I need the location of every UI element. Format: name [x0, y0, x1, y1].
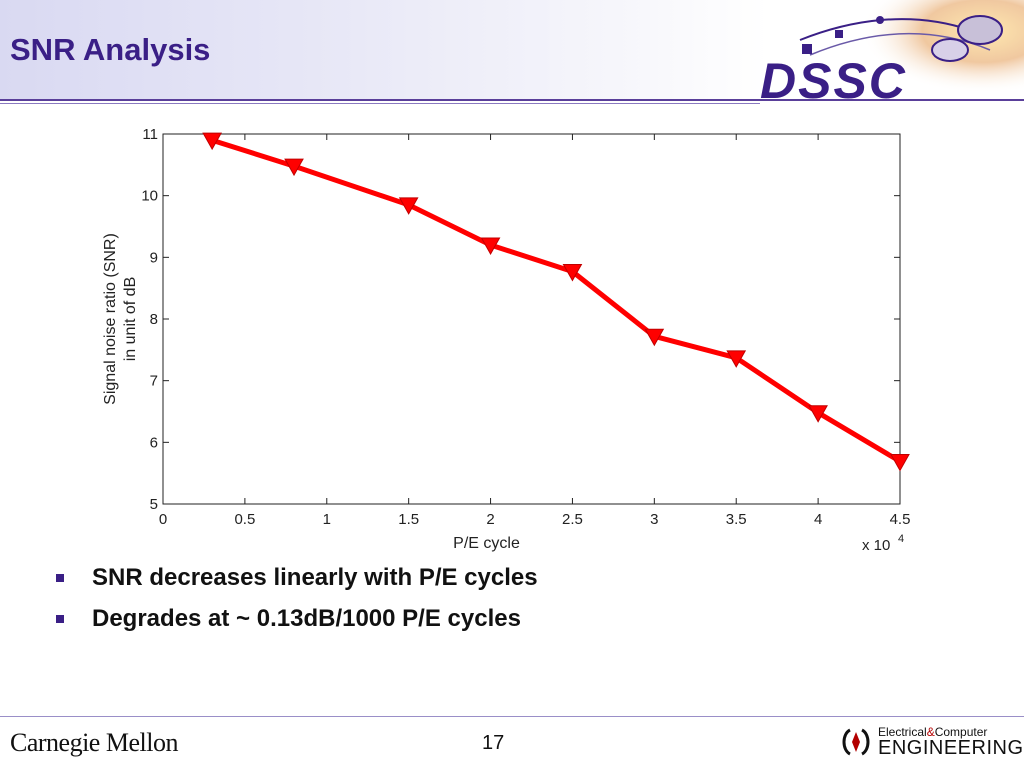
bullet-list: SNR decreases linearly with P/E cycles D… [56, 564, 856, 646]
bullet-text: SNR decreases linearly with P/E cycles [92, 564, 538, 591]
y-tick-label: 11 [142, 126, 158, 143]
x-tick-label: 0.5 [234, 511, 255, 528]
bullet-square-icon [56, 574, 64, 582]
data-point [202, 132, 222, 151]
y-tick-label: 7 [150, 373, 158, 390]
bullet-item: SNR decreases linearly with P/E cycles [56, 564, 856, 605]
carnegie-mellon-logo: Carnegie Mellon [10, 728, 178, 757]
data-point [808, 405, 828, 423]
data-point [890, 453, 910, 472]
data-point [562, 264, 583, 282]
plot-area [162, 133, 901, 505]
x-tick-label: 4.5 [890, 511, 911, 528]
ece-amp: & [926, 725, 935, 739]
ece-logo-bottom: ENGINEERING [878, 737, 1024, 759]
data-point [398, 197, 419, 215]
header-divider [0, 99, 1024, 101]
data-point [644, 328, 665, 347]
x-tick-label: 3 [650, 511, 658, 528]
bullet-square-icon [56, 615, 64, 623]
header-divider-thin [0, 103, 760, 104]
x-tick-label: 0 [159, 511, 167, 528]
page-number: 17 [482, 732, 505, 754]
x-axis-multiplier-exponent: 4 [898, 533, 904, 545]
y-tick-label: 9 [150, 249, 158, 266]
dssc-logo: DSSC [760, 0, 1024, 104]
y-tick-label: 10 [141, 188, 158, 205]
y-tick-label: 6 [150, 434, 158, 451]
snr-chart: 0 0.5 1 1.5 2 2.5 3 3.5 4 4.5 5 6 7 8 9 10 11 P/E cycle x … [102, 126, 911, 554]
ece-electrical: Electrical [878, 725, 927, 739]
x-axis-multiplier: x 10 [862, 537, 890, 554]
x-axis-label: P/E cycle [453, 535, 520, 552]
y-axis-label-line1: Signal noise ratio (SNR) [102, 233, 119, 405]
x-tick-label: 2.5 [562, 511, 583, 528]
x-tick-label: 2 [486, 511, 494, 528]
bullet-text: Degrades at ~ 0.13dB/1000 P/E cycles [92, 605, 521, 632]
data-point [726, 350, 747, 368]
ece-logo-top: Electrical&Computer [878, 725, 987, 739]
slide-title: SNR Analysis [10, 32, 211, 67]
dssc-logo-text: DSSC [760, 53, 907, 104]
y-axis-label-line2: in unit of dB [122, 277, 139, 362]
y-tick-label: 8 [150, 311, 158, 328]
x-tick-label: 1.5 [398, 511, 419, 528]
ece-computer: Computer [934, 725, 988, 739]
x-tick-label: 1 [323, 511, 331, 528]
x-tick-label: 3.5 [726, 511, 747, 528]
footer-divider [0, 716, 1024, 717]
data-point [284, 158, 304, 177]
ece-emblem-icon [842, 728, 870, 756]
data-point [480, 237, 501, 256]
ece-logo: Electrical&Computer ENGINEERING [840, 720, 1023, 764]
bullet-item: Degrades at ~ 0.13dB/1000 P/E cycles [56, 605, 856, 646]
y-tick-label: 5 [150, 496, 158, 513]
x-tick-label: 4 [814, 511, 822, 528]
